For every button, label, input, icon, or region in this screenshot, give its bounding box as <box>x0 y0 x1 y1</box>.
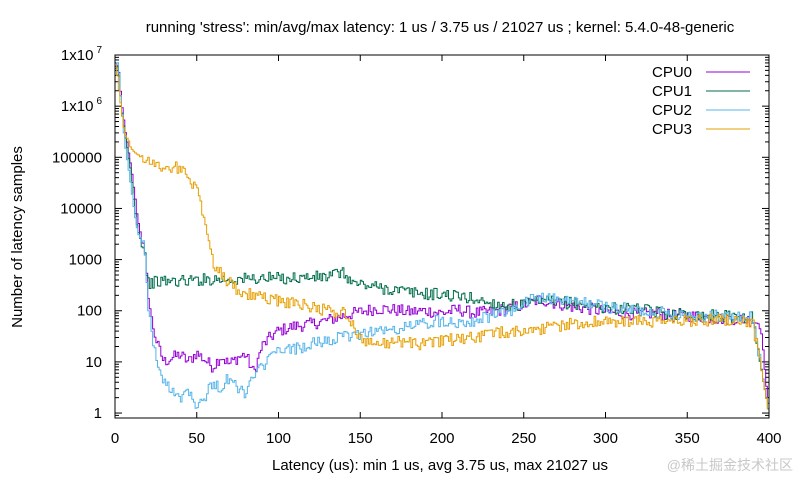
y-tick-label: 100 <box>77 303 102 320</box>
plot-frame <box>114 54 770 419</box>
y-tick-label: 100000 <box>52 149 102 166</box>
x-tick-label: 350 <box>675 430 700 447</box>
y-tick-label: 1000 <box>69 252 102 269</box>
x-tick-label: 100 <box>266 430 291 447</box>
x-axis-label: Latency (us): min 1 us, avg 3.75 us, max… <box>272 457 608 474</box>
x-tick-label: 150 <box>348 430 373 447</box>
y-axis-label: Number of latency samples <box>9 146 26 328</box>
chart-title: running 'stress': min/avg/max latency: 1… <box>146 19 735 36</box>
legend-label-cpu1: CPU1 <box>652 83 692 100</box>
axis-ticks: 0 50 100 150 200 250 300 350 400 1 10 100 1000 10000 1… <box>52 45 782 447</box>
x-tick-label: 250 <box>511 430 536 447</box>
legend-label-cpu2: CPU2 <box>652 102 692 119</box>
y-tick-label: 1x10 7 <box>61 45 103 64</box>
legend: CPU0 CPU1 CPU2 CPU3 <box>652 64 750 138</box>
y-tick-label: 1x10 6 <box>61 96 103 115</box>
y-tick-label: 10 <box>85 354 102 371</box>
x-tick-label: 50 <box>188 430 205 447</box>
legend-label-cpu3: CPU3 <box>652 121 692 138</box>
series-group <box>115 62 769 410</box>
legend-label-cpu0: CPU0 <box>652 64 692 81</box>
x-tick-label: 200 <box>429 430 454 447</box>
x-tick-label: 400 <box>756 430 781 447</box>
y-tick-label: 1 <box>94 405 102 422</box>
x-tick-label: 0 <box>111 430 119 447</box>
x-tick-label: 300 <box>593 430 618 447</box>
y-tick-label: 10000 <box>60 200 102 217</box>
series-line-cpu2 <box>115 62 769 410</box>
series-line-cpu3 <box>115 65 769 409</box>
watermark-text: @稀土掘金技术社区 <box>667 457 793 473</box>
